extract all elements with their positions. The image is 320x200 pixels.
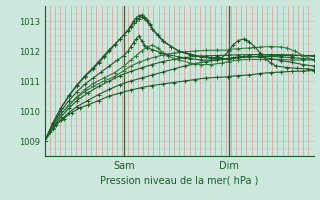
X-axis label: Pression niveau de la mer( hPa ): Pression niveau de la mer( hPa ) xyxy=(100,175,258,185)
